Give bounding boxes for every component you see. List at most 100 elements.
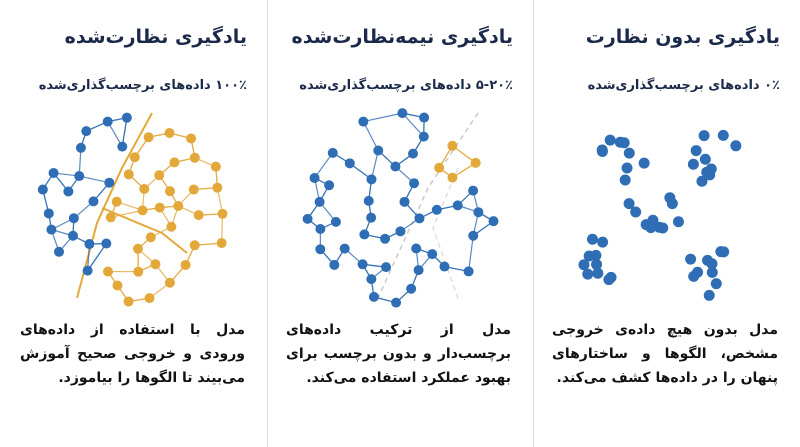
node bbox=[315, 244, 326, 255]
data-point bbox=[730, 140, 742, 152]
node bbox=[408, 148, 419, 159]
node bbox=[75, 142, 86, 153]
node bbox=[74, 171, 85, 182]
node bbox=[359, 229, 370, 240]
node bbox=[366, 274, 377, 285]
node bbox=[327, 147, 338, 158]
node bbox=[164, 127, 175, 138]
column-title: یادگیری نظارت‌شده bbox=[64, 26, 247, 48]
node bbox=[133, 266, 144, 277]
node bbox=[48, 167, 59, 178]
node bbox=[111, 196, 122, 207]
data-point bbox=[621, 162, 633, 174]
data-point bbox=[583, 250, 595, 262]
data-point bbox=[699, 153, 711, 165]
node bbox=[88, 196, 99, 207]
data-point bbox=[696, 175, 708, 187]
node bbox=[132, 243, 143, 254]
node bbox=[488, 216, 499, 227]
node bbox=[53, 246, 64, 257]
node bbox=[368, 291, 379, 302]
node bbox=[468, 230, 479, 241]
node bbox=[117, 141, 128, 152]
node bbox=[418, 131, 429, 142]
column-subtitle: ۰٪ داده‌های برچسب‌گذاری‌شده bbox=[587, 78, 780, 93]
node bbox=[439, 261, 450, 272]
node bbox=[101, 238, 112, 249]
data-point bbox=[710, 278, 722, 290]
node bbox=[180, 259, 191, 270]
data-point bbox=[586, 233, 598, 245]
column-description: مدل از ترکیب داده‌های برچسب‌دار و بدون ب… bbox=[286, 322, 511, 386]
node bbox=[473, 207, 484, 218]
column-description: مدل با استفاده از داده‌های ورودی و خروجی… bbox=[20, 322, 245, 386]
column-title: یادگیری نیمه‌نظارت‌شده bbox=[291, 26, 513, 48]
illustration bbox=[302, 108, 499, 308]
column-title: یادگیری بدون نظارت bbox=[585, 26, 780, 48]
node bbox=[212, 182, 223, 193]
node bbox=[63, 186, 74, 197]
node bbox=[419, 112, 430, 123]
node bbox=[173, 201, 184, 212]
node bbox=[154, 202, 165, 213]
node bbox=[188, 184, 199, 195]
data-point bbox=[706, 258, 718, 270]
boundary bbox=[432, 167, 459, 299]
node bbox=[164, 186, 175, 197]
column-description: مدل بدون هیچ داده‌ی خروجی مشخص، الگوها و… bbox=[552, 322, 778, 386]
data-point bbox=[623, 147, 635, 159]
node bbox=[105, 212, 116, 223]
node bbox=[470, 157, 481, 168]
node bbox=[150, 259, 161, 270]
node bbox=[381, 262, 392, 273]
node bbox=[452, 200, 463, 211]
data-point bbox=[685, 253, 697, 265]
data-point bbox=[614, 136, 626, 148]
node bbox=[144, 293, 155, 304]
data-point bbox=[687, 158, 699, 170]
node bbox=[344, 158, 355, 169]
data-point bbox=[582, 268, 594, 280]
column: یادگیری بدون نظارت ۰٪ داده‌های برچسب‌گذا… bbox=[534, 0, 800, 447]
node bbox=[468, 185, 479, 196]
data-point bbox=[718, 246, 730, 258]
node bbox=[411, 243, 422, 254]
edge bbox=[314, 152, 334, 179]
node bbox=[143, 132, 154, 143]
data-point bbox=[698, 130, 710, 142]
node bbox=[409, 178, 420, 189]
node bbox=[391, 297, 402, 308]
edge bbox=[467, 235, 474, 272]
node bbox=[104, 177, 115, 188]
edge bbox=[87, 243, 107, 271]
node bbox=[314, 196, 325, 207]
column: یادگیری نیمه‌نظارت‌شده ۵-۲۰٪ داده‌های بر… bbox=[268, 0, 534, 447]
data-point bbox=[717, 129, 729, 141]
boundary bbox=[76, 112, 153, 299]
node bbox=[447, 140, 458, 151]
node bbox=[186, 133, 197, 144]
node bbox=[145, 232, 156, 243]
node bbox=[193, 210, 204, 221]
node bbox=[82, 265, 93, 276]
node bbox=[366, 174, 377, 185]
data-point bbox=[703, 289, 715, 301]
data-point bbox=[623, 198, 635, 210]
node bbox=[395, 226, 406, 237]
node bbox=[137, 205, 148, 216]
data-point bbox=[657, 222, 669, 234]
node bbox=[434, 162, 445, 173]
node bbox=[210, 161, 221, 172]
node bbox=[397, 108, 408, 119]
data-point bbox=[591, 258, 603, 270]
node bbox=[302, 213, 313, 224]
data-point bbox=[666, 198, 678, 210]
node bbox=[358, 116, 369, 127]
node bbox=[406, 283, 417, 294]
node bbox=[67, 230, 78, 241]
node bbox=[315, 224, 326, 235]
node bbox=[329, 259, 340, 270]
node bbox=[324, 180, 335, 191]
